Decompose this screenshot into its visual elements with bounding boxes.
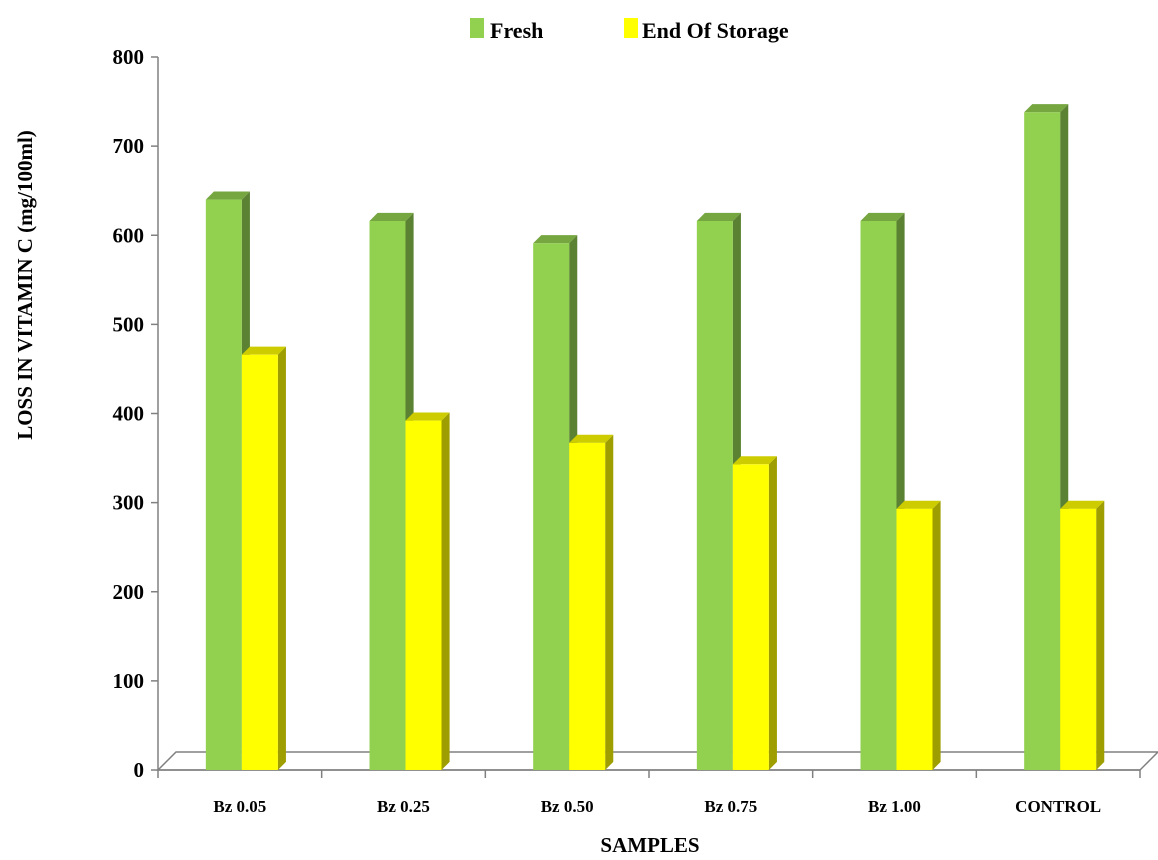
bar-top-face — [860, 212, 905, 221]
bar-front-face — [860, 220, 897, 771]
legend-label-fresh: Fresh — [490, 18, 543, 43]
y-tick-label: 800 — [113, 45, 145, 69]
bar-front-face — [369, 220, 406, 771]
bar-end-of-storage — [405, 412, 450, 770]
bar-fresh — [696, 212, 741, 771]
x-category-label: Bz 0.25 — [377, 797, 430, 816]
x-category-label: Bz 0.05 — [213, 797, 266, 816]
y-tick-label: 700 — [113, 134, 145, 158]
legend: Fresh End Of Storage — [470, 18, 789, 43]
legend-swatch-end-of-storage — [624, 18, 638, 38]
y-tick-label: 400 — [113, 402, 145, 426]
bar-end-of-storage — [896, 500, 941, 770]
bar-top-face — [241, 346, 286, 355]
bar-end-of-storage — [732, 456, 777, 770]
bar-top-face — [1060, 500, 1105, 509]
chart-floor — [156, 751, 1158, 771]
bar-top-face — [732, 456, 777, 465]
bar-front-face — [241, 354, 278, 770]
bar-front-face — [405, 420, 442, 770]
bar-side-face — [277, 346, 286, 770]
bar-top-face — [1024, 104, 1069, 113]
bar-front-face — [1024, 112, 1061, 770]
legend-swatch-fresh — [470, 18, 484, 38]
bar-side-face — [932, 500, 941, 770]
bar-top-face — [569, 434, 614, 443]
bar-end-of-storage — [569, 434, 614, 770]
bar-top-face — [205, 191, 250, 200]
bar-top-face — [896, 500, 941, 509]
y-tick-label: 600 — [113, 223, 145, 247]
bar-side-face — [1096, 500, 1105, 770]
bar-front-face — [533, 243, 570, 771]
bar-side-face — [768, 456, 777, 770]
y-tick-label: 300 — [113, 491, 145, 515]
x-category-label: Bz 0.50 — [541, 797, 594, 816]
bar-front-face — [732, 464, 769, 770]
x-axis-title: SAMPLES — [600, 833, 699, 857]
bar-side-face — [605, 434, 614, 770]
bar-end-of-storage — [241, 346, 286, 770]
bar-front-face — [1060, 508, 1097, 770]
y-tick-label: 100 — [113, 669, 145, 693]
bar-front-face — [896, 508, 933, 770]
bar-top-face — [533, 235, 578, 244]
bar-front-face — [569, 442, 606, 770]
y-tick-label: 200 — [113, 580, 145, 604]
x-category-label: Bz 1.00 — [868, 797, 921, 816]
y-tick-label: 500 — [113, 312, 145, 336]
bar-side-face — [441, 412, 450, 770]
x-category-label: Bz 0.75 — [704, 797, 757, 816]
y-axis-title: LOSS IN VITAMIN C (mg/100ml) — [13, 130, 37, 440]
bar-front-face — [696, 220, 733, 771]
bars — [205, 104, 1105, 771]
legend-label-end-of-storage: End Of Storage — [642, 18, 789, 43]
y-tick-label: 0 — [134, 758, 145, 782]
bar-top-face — [369, 212, 414, 221]
bar-front-face — [205, 199, 242, 771]
x-category-label: CONTROL — [1015, 797, 1101, 816]
bar-top-face — [405, 412, 450, 421]
bar-top-face — [696, 212, 741, 221]
bar-end-of-storage — [1060, 500, 1105, 770]
